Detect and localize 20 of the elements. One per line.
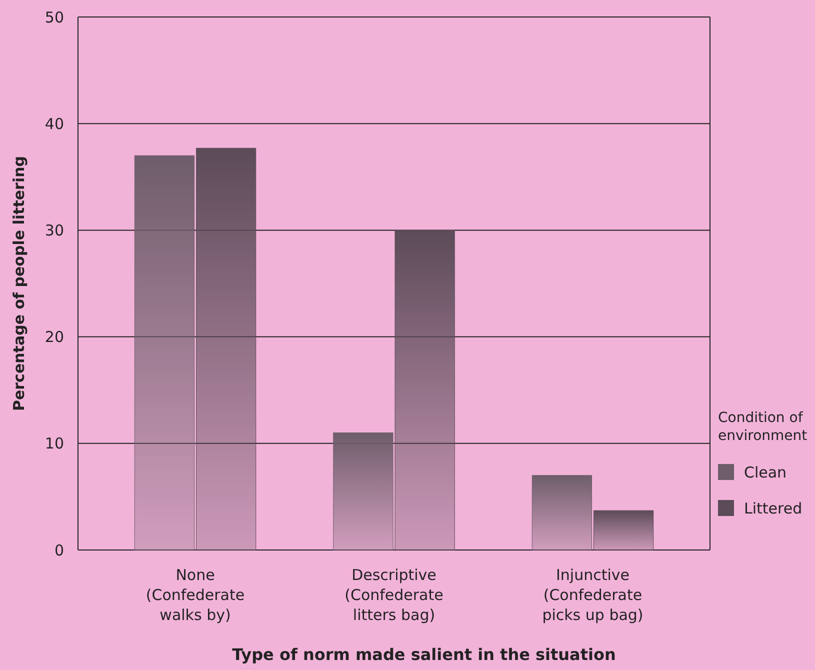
y-tick-label: 0 (54, 541, 64, 560)
y-tick-label: 40 (44, 114, 64, 133)
x-tick-label: Injunctive (Confederate picks up bag) (542, 566, 644, 624)
legend-title: Condition of environment (718, 410, 808, 444)
y-tick-label: 20 (44, 328, 64, 346)
bar (593, 510, 654, 550)
x-tick-label: Descriptive (Confederate litters bag) (344, 566, 444, 624)
x-axis-title: Type of norm made salient in the situation (232, 645, 616, 664)
bar (196, 148, 256, 550)
y-tick-label: 30 (44, 221, 64, 240)
legend-label: Clean (744, 463, 787, 482)
y-tick-label: 10 (44, 434, 64, 453)
y-tick-label: 50 (44, 8, 64, 26)
x-tick-label: None (Confederate walks by) (146, 566, 245, 624)
legend-label: Littered (744, 499, 802, 518)
bar (532, 475, 592, 550)
bar (394, 230, 455, 550)
bar (333, 432, 394, 550)
y-axis-title: Percentage of people littering (10, 156, 28, 412)
bar (134, 155, 195, 550)
